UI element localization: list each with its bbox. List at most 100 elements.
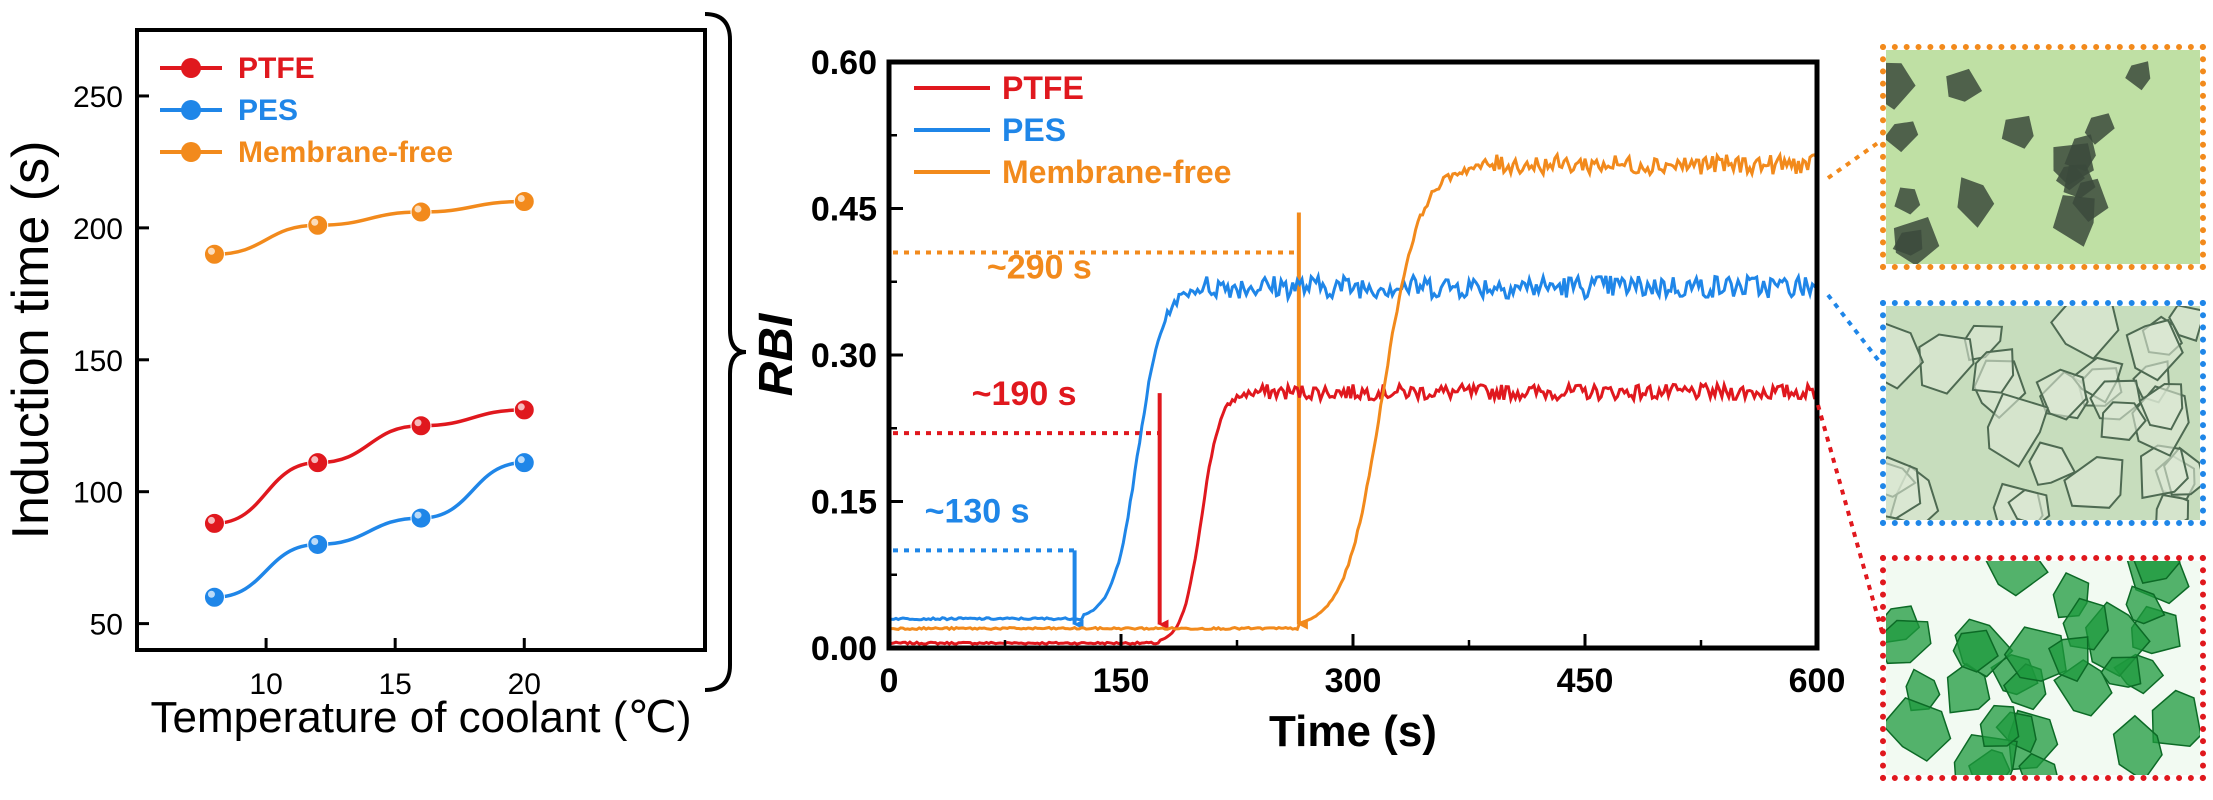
chart1-data-point-highlight bbox=[311, 537, 319, 545]
chart2-y-axis-label: RBI bbox=[750, 312, 803, 396]
chart2-series-line-1 bbox=[888, 270, 1819, 622]
crystal bbox=[1886, 322, 1925, 390]
crystal bbox=[2052, 195, 2095, 247]
crystal bbox=[1971, 348, 2015, 394]
connector-membrane-free bbox=[1826, 138, 1884, 180]
crystal bbox=[2133, 561, 2181, 584]
crystal bbox=[1892, 229, 1923, 256]
crystal bbox=[2064, 134, 2096, 172]
chart1-y-tick-label: 50 bbox=[90, 609, 123, 642]
chart1-y-axis-label: Induction time (s) bbox=[2, 141, 60, 540]
chart1-data-point bbox=[307, 452, 329, 474]
crystal bbox=[2001, 115, 2034, 149]
chart1-data-point-highlight bbox=[207, 247, 215, 255]
chart1-data-point-highlight bbox=[517, 194, 525, 202]
annotation-label: ~290 s bbox=[987, 248, 1092, 286]
crystal bbox=[2084, 113, 2115, 145]
chart1-data-point bbox=[410, 201, 432, 223]
chart1-x-tick-label: 15 bbox=[378, 668, 411, 701]
chart1-y-tick-label: 200 bbox=[73, 213, 123, 246]
crystal bbox=[1952, 629, 1999, 673]
chart2-y-tick-label: 0.15 bbox=[811, 484, 877, 522]
chart1-y-tick-label: 100 bbox=[73, 477, 123, 510]
chart1-legend-marker bbox=[181, 100, 201, 120]
crystal bbox=[2125, 585, 2166, 625]
chart1-legend-label: PES bbox=[238, 94, 298, 127]
micrograph-background bbox=[1886, 50, 2200, 264]
annotation-label: ~190 s bbox=[972, 375, 1077, 413]
chart2-x-tick-label: 0 bbox=[880, 662, 899, 700]
crystal bbox=[2050, 306, 2120, 360]
chart1-data-point-highlight bbox=[311, 218, 319, 226]
micrograph-pes bbox=[1880, 300, 2206, 526]
chart1-data-point bbox=[513, 190, 535, 212]
crystal bbox=[2151, 689, 2200, 747]
crystal bbox=[1979, 704, 2020, 748]
rbi-time-chart: ~130 s ~190 s ~290 s 0 150 300 450 600 0.00 0.15… bbox=[750, 44, 1845, 756]
connector-ptfe bbox=[1816, 404, 1884, 633]
crystal bbox=[2125, 61, 2151, 91]
chart1-data-point-highlight bbox=[414, 419, 422, 427]
chart1-data-point-highlight bbox=[414, 205, 422, 213]
micrograph-membrane-free bbox=[1880, 44, 2206, 270]
crystal bbox=[1985, 561, 2049, 597]
crystal bbox=[1957, 177, 1995, 228]
chart1-data-point-highlight bbox=[207, 516, 215, 524]
chart2-x-tick-label: 450 bbox=[1557, 662, 1614, 700]
crystal bbox=[2063, 456, 2124, 509]
chart2-x-tick-label: 150 bbox=[1093, 662, 1150, 700]
chart1-series-line-1 bbox=[214, 460, 525, 599]
chart1-data-point bbox=[410, 507, 432, 529]
curly-brace-icon bbox=[704, 12, 747, 692]
chart1-data-point-highlight bbox=[414, 511, 422, 519]
crystal bbox=[2062, 597, 2109, 651]
chart1-data-point bbox=[307, 533, 329, 555]
annotation-label: ~130 s bbox=[925, 492, 1030, 530]
chart2-legend-label: Membrane-free bbox=[1002, 154, 1231, 190]
chart1-series-line-0 bbox=[214, 408, 525, 526]
chart1-data-point bbox=[513, 399, 535, 421]
chart1-y-tick-label: 250 bbox=[73, 81, 123, 114]
crystal bbox=[2168, 306, 2200, 342]
crystal bbox=[2138, 382, 2184, 431]
chart2-x-axis-label: Time (s) bbox=[1269, 707, 1437, 756]
crystal bbox=[2007, 488, 2051, 520]
crystal bbox=[2063, 164, 2096, 199]
crystal bbox=[1946, 68, 1983, 102]
chart1-legend-label: PTFE bbox=[238, 52, 315, 85]
chart1-data-point bbox=[307, 214, 329, 236]
crystal bbox=[2047, 636, 2089, 683]
chart1-data-point-highlight bbox=[517, 456, 525, 464]
chart1-x-axis-label: Temperature of coolant (℃) bbox=[151, 693, 692, 742]
crystal bbox=[1886, 62, 1916, 110]
chart2-legend-label: PES bbox=[1002, 112, 1066, 148]
crystal bbox=[2100, 401, 2147, 441]
chart1-data-point bbox=[513, 452, 535, 474]
chart1-data-point-highlight bbox=[517, 403, 525, 411]
crystal bbox=[2139, 444, 2189, 500]
chart2-y-tick-label: 0.00 bbox=[811, 630, 877, 668]
crystal bbox=[1894, 187, 1921, 215]
chart1-data-point bbox=[203, 586, 225, 608]
crystal bbox=[2018, 752, 2058, 775]
chart1-data-point bbox=[410, 415, 432, 437]
crystal bbox=[1886, 456, 1922, 520]
crystal bbox=[1918, 333, 1975, 395]
crystal bbox=[1886, 121, 1919, 153]
chart2-x-tick-label: 600 bbox=[1789, 662, 1846, 700]
chart1-x-tick-label: 10 bbox=[249, 668, 282, 701]
chart1-data-point bbox=[203, 512, 225, 534]
chart2-series-line-0 bbox=[888, 379, 1819, 646]
crystal bbox=[2125, 318, 2184, 382]
chart2-frame bbox=[886, 59, 1820, 651]
chart1-legend-marker bbox=[181, 142, 201, 162]
micrograph-ptfe bbox=[1880, 555, 2206, 781]
connector-pes bbox=[1826, 293, 1884, 367]
chart2-y-tick-label: 0.30 bbox=[811, 337, 877, 375]
crystal bbox=[2112, 714, 2163, 775]
crystal bbox=[2035, 368, 2088, 421]
chart1-data-point-highlight bbox=[207, 590, 215, 598]
chart2-x-tick-label: 300 bbox=[1325, 662, 1382, 700]
chart2-legend-label: PTFE bbox=[1002, 70, 1084, 106]
